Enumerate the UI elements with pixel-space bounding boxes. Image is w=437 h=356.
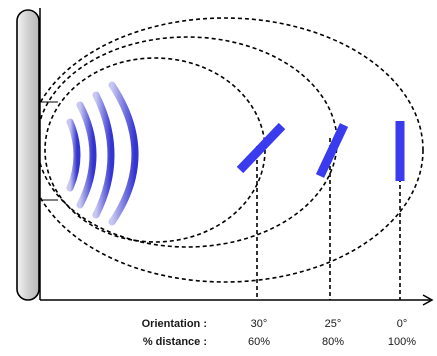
distance-value-2: 80%	[322, 336, 344, 348]
signal-waves	[66, 81, 139, 226]
coverage-ellipse-mid	[36, 36, 338, 248]
wave-arc-2	[76, 101, 97, 209]
wave-arc-4	[108, 81, 139, 226]
wave-arc-3	[92, 91, 115, 219]
wall	[16, 9, 40, 301]
orientation-value-2: 25°	[325, 318, 342, 330]
distance-value-3: 100%	[388, 336, 416, 348]
x-axis-arrow	[422, 294, 434, 306]
distance-value-1: 60%	[248, 336, 270, 348]
reflector-25deg	[315, 123, 349, 178]
orientation-label: Orientation :	[142, 318, 207, 330]
orientation-value-1: 30°	[251, 318, 268, 330]
distance-label: % distance :	[143, 336, 207, 348]
orientation-value-3: 0°	[397, 318, 408, 330]
reflector-30deg	[236, 122, 286, 174]
wave-arc-1	[66, 118, 81, 192]
coverage-ellipse-outer	[26, 17, 424, 283]
